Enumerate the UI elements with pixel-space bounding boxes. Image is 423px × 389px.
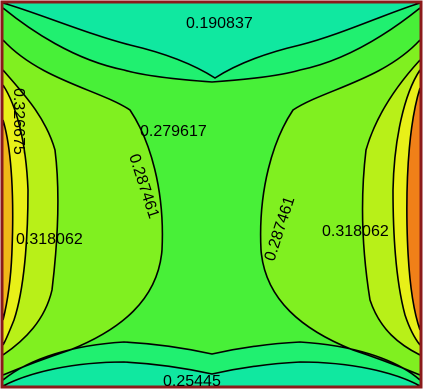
- contour-line-bottom-1: [2, 361, 421, 387]
- contour-label-bottom: 0.25445: [163, 373, 221, 389]
- contour-line-top-0: [2, 2, 421, 79]
- contour-line-left-0: [2, 39, 164, 376]
- contour-label-left: 0.318062: [16, 231, 83, 248]
- contour-label-top: 0.190837: [186, 15, 253, 32]
- contour-label-left-edge: 0.326675: [10, 88, 27, 155]
- contour-band-level-8-right: [406, 88, 420, 330]
- contour-line-left-2: [2, 84, 29, 346]
- contour-line-left-3: [2, 119, 14, 321]
- contour-label-center: 0.279617: [140, 123, 207, 140]
- contour-band-level-1-top: [3, 3, 420, 78]
- contour-line-right-3: [406, 87, 421, 331]
- contour-label-right: 0.318062: [322, 223, 389, 240]
- contour-line-right-2: [392, 69, 421, 346]
- contour-line-right-1: [361, 59, 421, 356]
- contour-line-right-0: [259, 39, 421, 376]
- contour-line-left-1: [2, 69, 59, 356]
- contour-line-top-1: [2, 7, 421, 83]
